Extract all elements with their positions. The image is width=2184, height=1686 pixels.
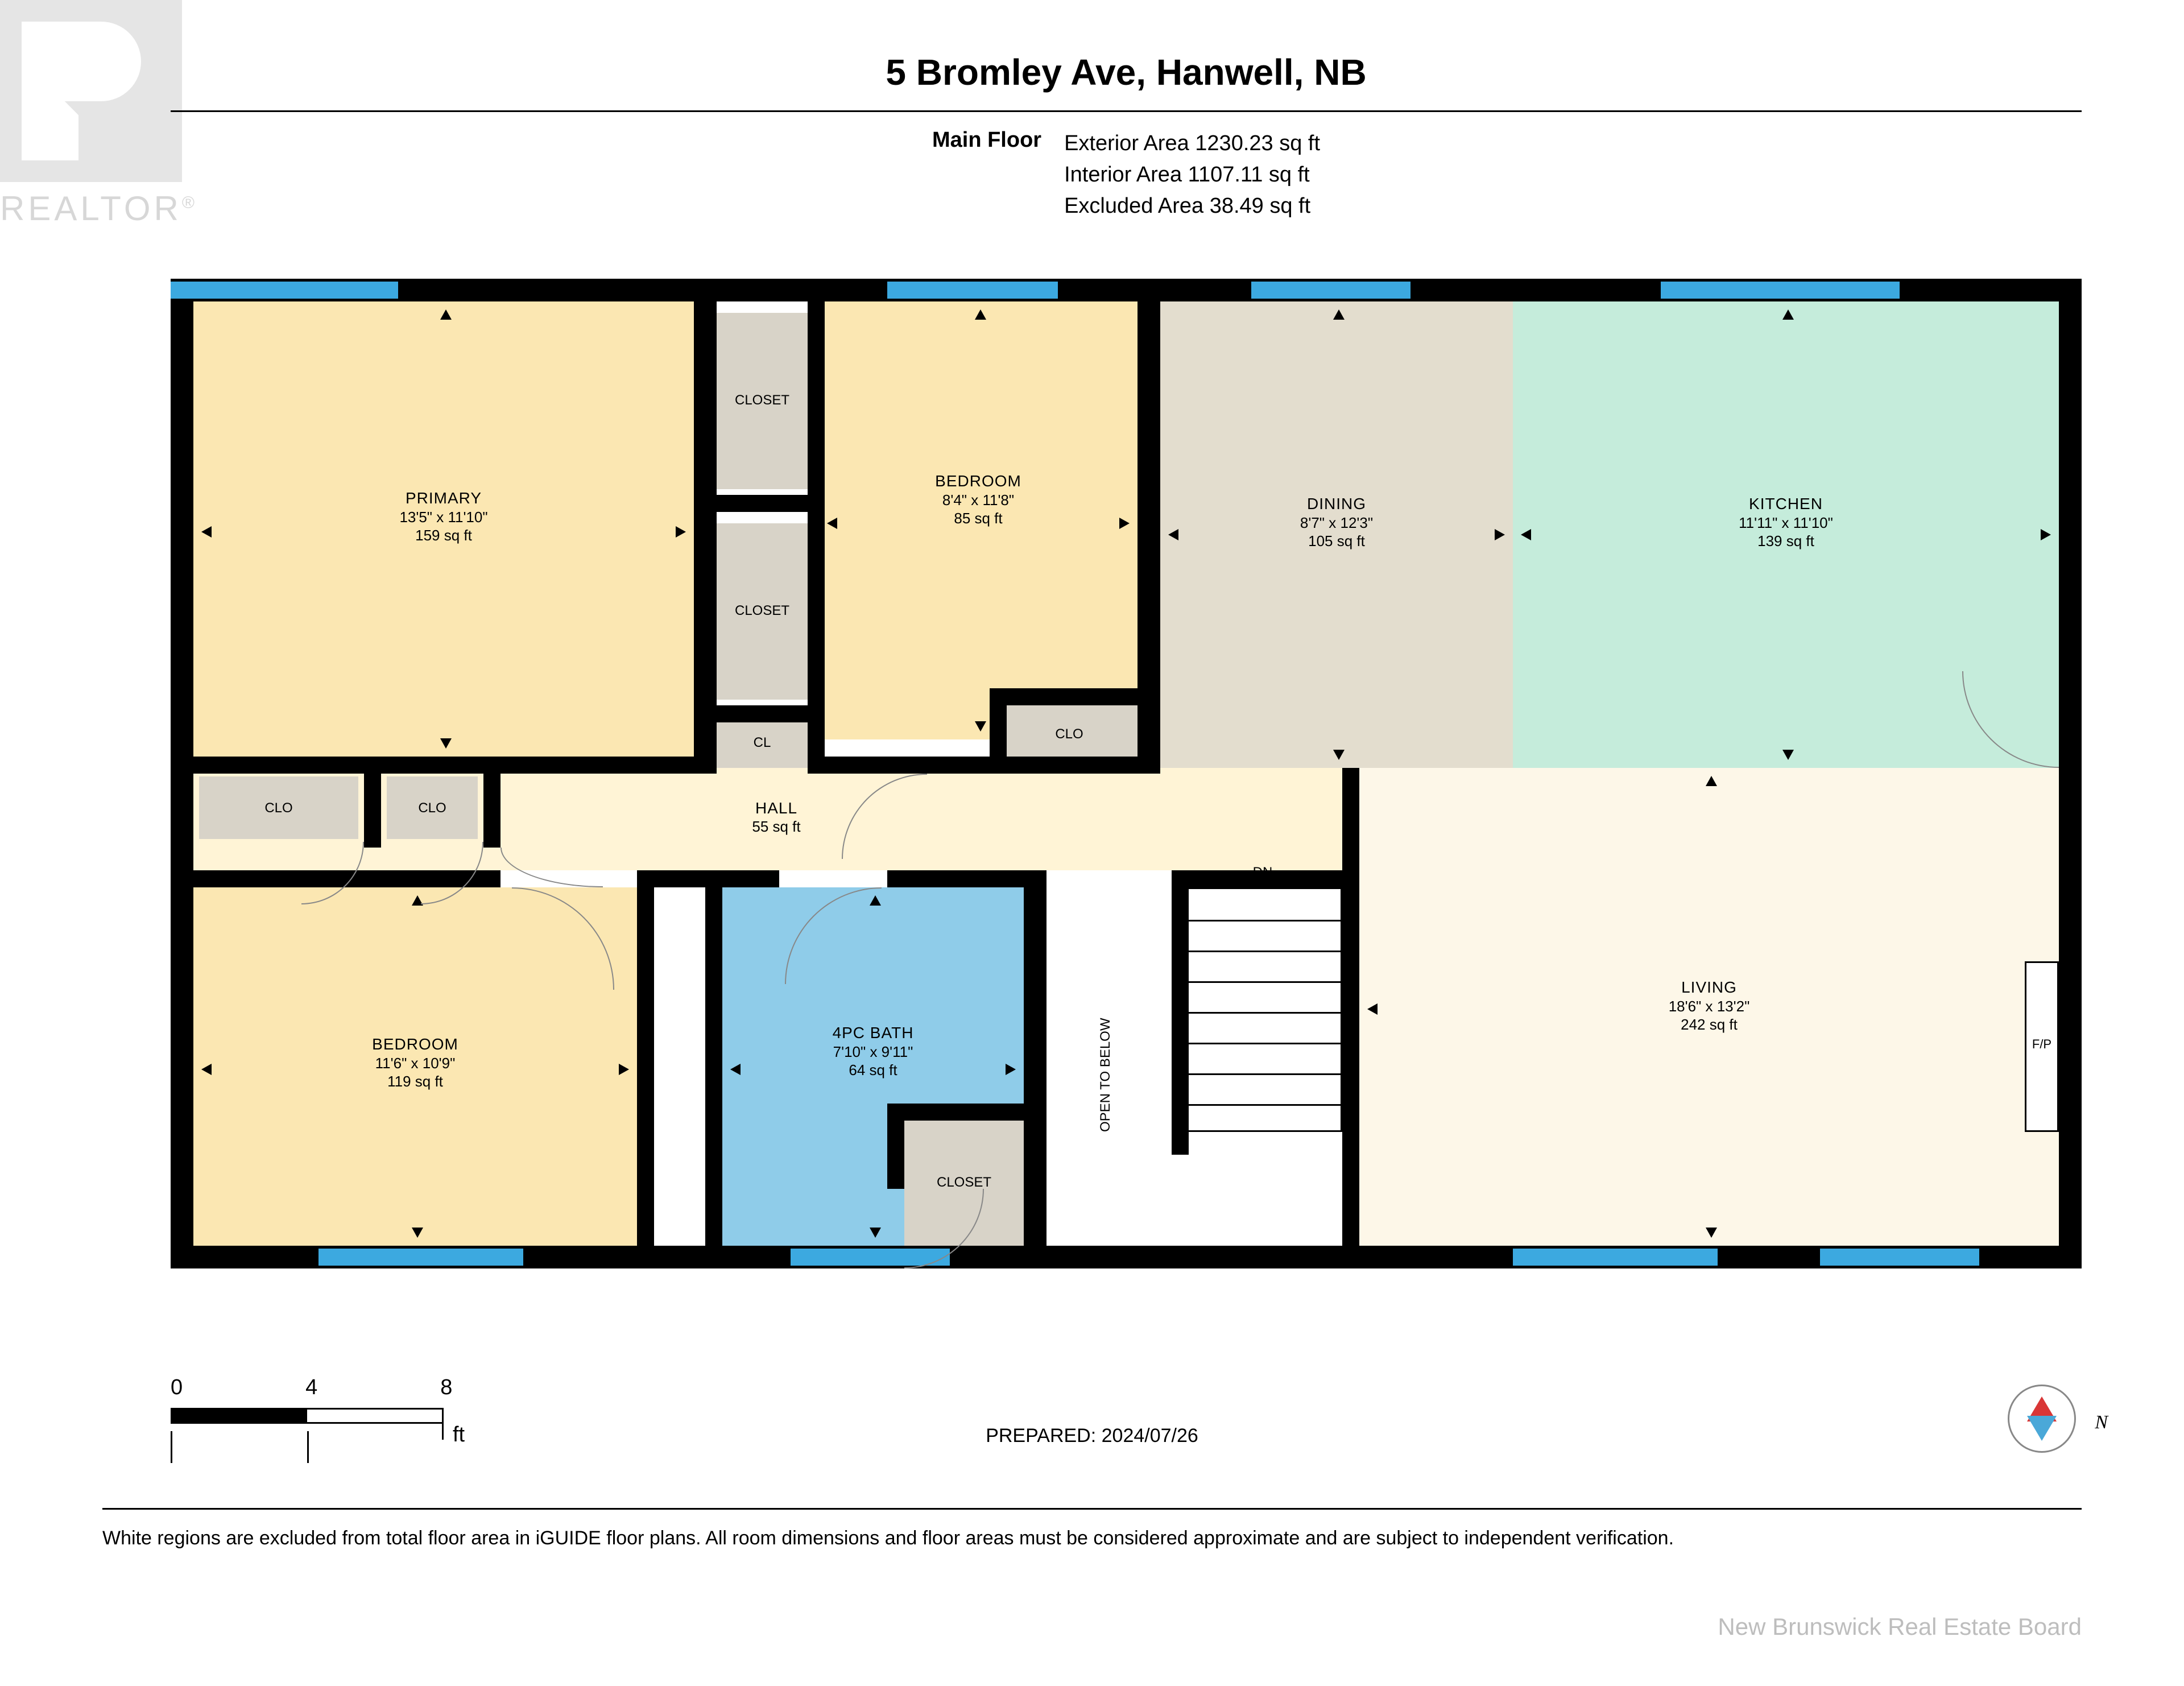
bedroom2-dims: 8'4" x 11'8" bbox=[819, 491, 1138, 509]
window-top-4 bbox=[1661, 282, 1900, 299]
fireplace: F/P bbox=[2025, 961, 2059, 1132]
bedroom2-name: BEDROOM bbox=[819, 472, 1138, 490]
header: 5 Bromley Ave, Hanwell, NB Main Floor Ex… bbox=[171, 51, 2082, 222]
closet-3: CL bbox=[717, 717, 808, 768]
closet-4-label: CLOSET bbox=[904, 1175, 1024, 1191]
closet-1-label: CLOSET bbox=[717, 392, 808, 408]
bedroom3-dims: 11'6" x 10'9" bbox=[193, 1055, 637, 1072]
wall-int-20 bbox=[1172, 870, 1359, 887]
dining-dims: 8'7" x 12'3" bbox=[1160, 514, 1513, 532]
closet-2-label: CLOSET bbox=[717, 603, 808, 619]
dining-area: 105 sq ft bbox=[1160, 532, 1513, 550]
wall-int-4 bbox=[171, 757, 717, 774]
primary-name: PRIMARY bbox=[193, 489, 694, 507]
living-dims: 18'6" x 13'2" bbox=[1359, 998, 2059, 1015]
address-title: 5 Bromley Ave, Hanwell, NB bbox=[171, 51, 2082, 93]
header-divider bbox=[171, 110, 2082, 112]
interior-area: Interior Area 1107.11 sq ft bbox=[1064, 159, 1320, 191]
kitchen-name: KITCHEN bbox=[1513, 495, 2059, 513]
room-open-below: OPEN TO BELOW bbox=[1046, 887, 1172, 1246]
bath-name: 4PC BATH bbox=[722, 1024, 1024, 1042]
room-primary: PRIMARY 13'5" x 11'10" 159 sq ft bbox=[193, 301, 694, 757]
wall-int-9 bbox=[887, 870, 1046, 887]
room-bedroom2: BEDROOM 8'4" x 11'8" 85 sq ft bbox=[819, 301, 1138, 739]
footer-divider bbox=[102, 1508, 2082, 1510]
area-list: Exterior Area 1230.23 sq ft Interior Are… bbox=[1064, 128, 1320, 222]
closet-clo1: CLO bbox=[199, 776, 358, 839]
kitchen-dims: 11'11" x 11'10" bbox=[1513, 514, 2059, 532]
bath-dims: 7'10" x 9'11" bbox=[722, 1043, 1024, 1061]
window-top-2 bbox=[887, 282, 1058, 299]
closet-clo3: CLO bbox=[1001, 702, 1138, 765]
wall-int-19 bbox=[990, 688, 1160, 705]
wall-int-2 bbox=[808, 279, 825, 774]
realtor-r-logo bbox=[0, 0, 182, 182]
wall-int-12 bbox=[887, 1104, 1046, 1121]
bedroom2-area: 85 sq ft bbox=[819, 510, 1138, 527]
closet-clo3-label: CLO bbox=[1001, 726, 1138, 742]
wall-outer-bottom-mid bbox=[1024, 1246, 1365, 1268]
closet-clo2: CLO bbox=[387, 776, 478, 839]
fireplace-label: F/P bbox=[2026, 1037, 2057, 1052]
compass-south-icon bbox=[2027, 1416, 2057, 1441]
wall-int-16 bbox=[364, 768, 381, 848]
dining-name: DINING bbox=[1160, 495, 1513, 513]
door-primary bbox=[500, 848, 603, 887]
floor-label: Main Floor bbox=[932, 128, 1041, 222]
wall-int-15 bbox=[694, 705, 819, 722]
stairs bbox=[1183, 887, 1342, 1132]
open-below-label: OPEN TO BELOW bbox=[1098, 990, 1114, 1160]
excluded-area: Excluded Area 38.49 sq ft bbox=[1064, 191, 1320, 222]
room-dining: DINING 8'7" x 12'3" 105 sq ft bbox=[1160, 301, 1513, 768]
closet-3-label: CL bbox=[717, 735, 808, 751]
scale-mark-1: 4 bbox=[305, 1375, 317, 1400]
closet-clo2-label: CLO bbox=[387, 800, 478, 816]
prepared-date: PREPARED: 2024/07/26 bbox=[0, 1425, 2184, 1447]
bedroom3-name: BEDROOM bbox=[193, 1035, 637, 1053]
bedroom3-area: 119 sq ft bbox=[193, 1073, 637, 1090]
scale-mark-0: 0 bbox=[171, 1375, 183, 1400]
wall-int-8b bbox=[705, 870, 779, 887]
wall-int-13 bbox=[887, 1104, 904, 1189]
credit-text: New Brunswick Real Estate Board bbox=[1718, 1613, 2082, 1640]
primary-area: 159 sq ft bbox=[193, 527, 694, 544]
wall-outer-left bbox=[171, 279, 193, 1268]
wall-int-8 bbox=[705, 870, 722, 1246]
scale-mark-2: 8 bbox=[440, 1375, 452, 1400]
kitchen-area: 139 sq ft bbox=[1513, 532, 2059, 550]
wall-int-5 bbox=[808, 757, 1160, 774]
floor-info: Main Floor Exterior Area 1230.23 sq ft I… bbox=[171, 128, 2082, 222]
wall-int-14 bbox=[694, 495, 819, 512]
compass-n-label: N bbox=[2095, 1412, 2108, 1433]
room-living: LIVING 18'6" x 13'2" 242 sq ft bbox=[1359, 768, 2059, 1246]
disclaimer-text: White regions are excluded from total fl… bbox=[102, 1527, 2082, 1549]
wall-int-10 bbox=[1024, 870, 1046, 1268]
closet-1: CLOSET bbox=[717, 313, 808, 489]
wall-int-1 bbox=[694, 279, 717, 774]
floor-plan: PRIMARY 13'5" x 11'10" 159 sq ft BEDROOM… bbox=[171, 279, 2082, 1268]
living-area: 242 sq ft bbox=[1359, 1016, 2059, 1034]
wall-outer-right bbox=[2059, 279, 2082, 1268]
closet-2: CLOSET bbox=[717, 523, 808, 700]
wall-int-7b bbox=[637, 870, 654, 1246]
closet-clo1-label: CLO bbox=[199, 800, 358, 816]
window-bottom-4 bbox=[1820, 1249, 1979, 1266]
bath-area: 64 sq ft bbox=[722, 1061, 1024, 1079]
wall-int-21 bbox=[1172, 870, 1189, 1155]
window-bottom-3 bbox=[1513, 1249, 1718, 1266]
wall-int-17 bbox=[483, 768, 500, 848]
exterior-area: Exterior Area 1230.23 sq ft bbox=[1064, 128, 1320, 159]
wall-int-11 bbox=[1342, 768, 1359, 1268]
window-bottom-1 bbox=[318, 1249, 523, 1266]
living-name: LIVING bbox=[1359, 978, 2059, 997]
window-top-3 bbox=[1251, 282, 1410, 299]
window-top-1 bbox=[171, 282, 398, 299]
primary-dims: 13'5" x 11'10" bbox=[193, 509, 694, 526]
compass: N bbox=[2008, 1385, 2082, 1458]
